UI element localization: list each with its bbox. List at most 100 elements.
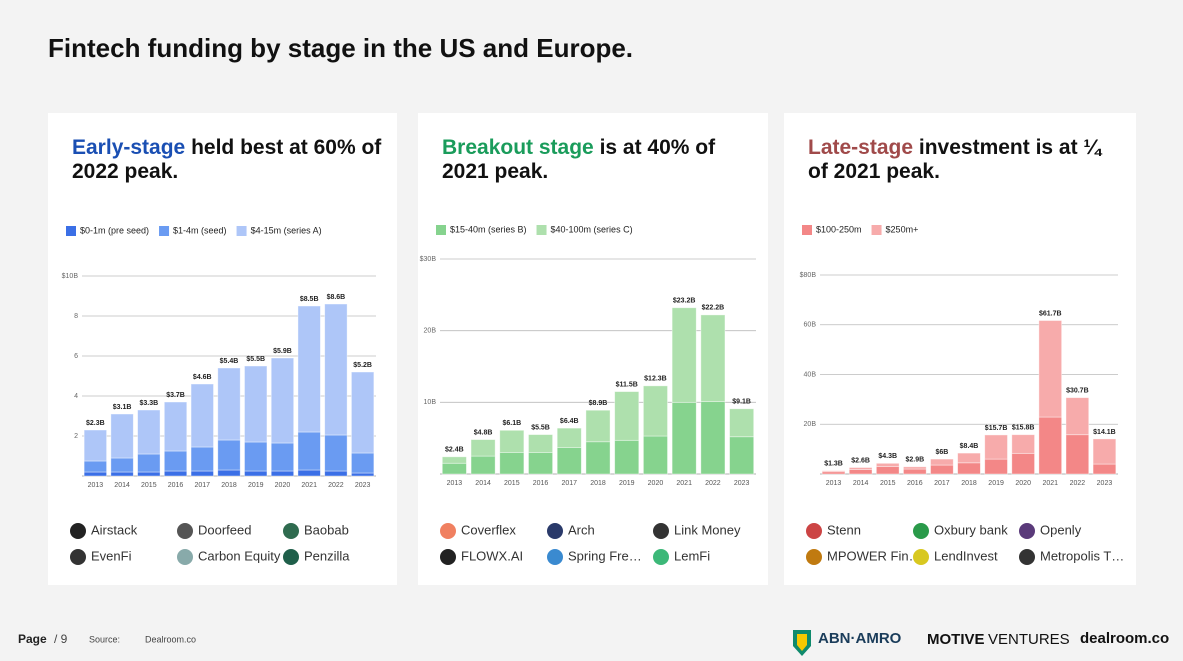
- page-label: Page: [18, 632, 47, 646]
- source-label: Source:: [89, 634, 120, 644]
- x-tick-label: 2022: [1070, 480, 1086, 487]
- legend-swatch: [871, 225, 882, 235]
- bar-segment: [614, 391, 640, 441]
- total-label: $14.1B: [1093, 429, 1116, 436]
- total-label: $8.4B: [960, 443, 979, 450]
- x-tick-label: 2014: [114, 482, 130, 489]
- company-name: Penzilla: [304, 548, 350, 563]
- heading-text: investment is at ¼ of 2021 peak.: [808, 136, 1101, 183]
- logo-motive: MOTIVE: [927, 631, 985, 648]
- y-tick-label: $80B: [800, 272, 817, 279]
- bar-segment: [556, 447, 582, 475]
- company-icon: [440, 523, 456, 539]
- total-label: $8.6B: [327, 294, 346, 301]
- legend-swatch: [436, 225, 446, 235]
- bar-segment: [875, 462, 900, 467]
- bar-segment: [297, 431, 321, 471]
- x-tick-label: 2021: [301, 482, 317, 489]
- company-icon: [177, 549, 193, 565]
- company-icon: [806, 549, 822, 565]
- bar-segment: [297, 469, 321, 477]
- total-label: $1.3B: [824, 461, 843, 468]
- total-label: $6.4B: [560, 418, 579, 425]
- bar-segment: [470, 439, 496, 457]
- company-name: LendInvest: [934, 548, 998, 563]
- bar-segment: [700, 314, 726, 403]
- company-name: MPOWER Fin…: [827, 548, 922, 563]
- company-name: Openly: [1040, 522, 1082, 537]
- panel-heading: Breakout stage is at 40% of 2021 peak.: [442, 136, 752, 184]
- bar-segment: [270, 357, 295, 444]
- total-label: $5.2B: [353, 362, 372, 369]
- total-label: $4.3B: [878, 453, 897, 460]
- bar-segment: [984, 434, 1008, 460]
- bar-segment: [351, 452, 375, 474]
- bar-segment: [499, 429, 525, 453]
- y-tick-label: 6: [74, 353, 78, 360]
- bar-segment: [110, 457, 134, 473]
- bar-segment: [957, 462, 981, 475]
- legend-label: $40-100m (series C): [551, 224, 633, 234]
- bar-segment: [729, 436, 755, 475]
- legend-swatch: [536, 225, 547, 235]
- panel-heading: Early-stage held best at 60% of 2022 pea…: [72, 136, 382, 184]
- bar-segment: [324, 303, 348, 436]
- bar-segment: [441, 456, 467, 464]
- x-tick-label: 2017: [934, 480, 950, 487]
- y-tick-label: 20B: [804, 421, 817, 428]
- company-icon: [1019, 549, 1035, 565]
- company-icon: [547, 549, 563, 565]
- bar-segment: [163, 450, 188, 472]
- total-label: $2.6B: [851, 457, 870, 464]
- total-label: $5.4B: [220, 358, 239, 365]
- bar-segment: [270, 442, 295, 472]
- x-tick-label: 2020: [1015, 480, 1031, 487]
- bar-segment: [190, 470, 214, 477]
- company-name: Doorfeed: [198, 522, 251, 537]
- company-icon: [440, 549, 456, 565]
- total-label: $9.1B: [732, 399, 751, 406]
- total-label: $11.5B: [616, 381, 638, 388]
- bar-segment: [848, 467, 873, 470]
- legend-label: $100-250m: [816, 224, 862, 234]
- bar-segment: [642, 435, 668, 475]
- x-tick-label: 2017: [194, 482, 210, 489]
- bar-segment: [1011, 434, 1035, 454]
- total-label: $61.7B: [1039, 310, 1062, 317]
- company-icon: [177, 523, 193, 539]
- bar-segment: [270, 470, 295, 477]
- x-tick-label: 2015: [141, 482, 157, 489]
- bar-segment: [821, 470, 846, 473]
- source: Dealroom.co: [145, 634, 196, 644]
- bar-segment: [351, 371, 375, 454]
- company-icon: [913, 549, 929, 565]
- company-name: Stenn: [827, 522, 861, 537]
- x-tick-label: 2016: [168, 482, 184, 489]
- bar-segment: [875, 466, 900, 475]
- x-tick-label: 2020: [275, 482, 291, 489]
- bar-segment: [244, 470, 268, 477]
- bar-segment: [83, 429, 107, 462]
- y-tick-label: 10B: [424, 399, 437, 406]
- bar-segment: [499, 452, 525, 475]
- y-tick-label: 4: [74, 393, 78, 400]
- x-tick-label: 2016: [533, 480, 549, 487]
- bar-segment: [903, 466, 927, 470]
- bar-segment: [1038, 320, 1063, 418]
- x-tick-label: 2014: [853, 480, 869, 487]
- bar-segment: [217, 367, 241, 441]
- page-total: / 9: [54, 632, 68, 646]
- company-icon: [283, 523, 299, 539]
- bar-segment: [556, 427, 582, 448]
- x-tick-label: 2022: [328, 482, 344, 489]
- company-icon: [70, 523, 86, 539]
- total-label: $23.2B: [673, 298, 696, 305]
- x-tick-label: 2023: [734, 480, 750, 487]
- logo-ventures: VENTURES: [988, 631, 1070, 648]
- legend-swatch: [236, 226, 247, 236]
- total-label: $2.4B: [445, 447, 464, 454]
- bar-segment: [83, 471, 107, 477]
- panel: [784, 113, 1136, 585]
- x-tick-label: 2018: [961, 480, 977, 487]
